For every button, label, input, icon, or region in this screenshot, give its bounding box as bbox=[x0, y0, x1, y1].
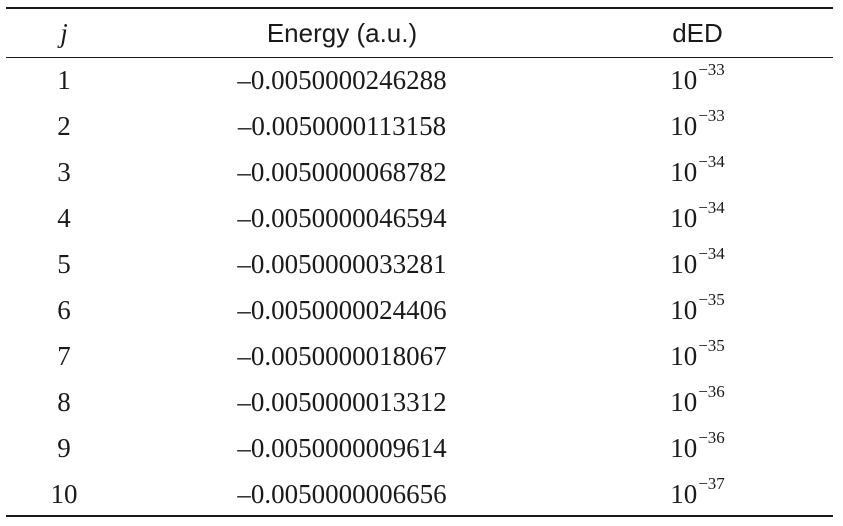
ded-exponent: −33 bbox=[698, 105, 725, 125]
table-row: 5 –0.0050000033281 10−34 bbox=[6, 241, 833, 287]
cell-j: 7 bbox=[57, 340, 71, 371]
ded-base: 10 bbox=[670, 478, 698, 509]
cell-j: 3 bbox=[57, 156, 71, 187]
ded-exponent: −34 bbox=[698, 197, 725, 217]
cell-energy: –0.0050000033281 bbox=[237, 248, 447, 279]
table-row: 10 –0.0050000006656 10−37 bbox=[6, 471, 833, 517]
ded-exponent: −37 bbox=[698, 473, 725, 493]
ded-exponent: −36 bbox=[698, 427, 725, 447]
cell-ded: 10−37 bbox=[562, 475, 833, 509]
cell-ded: 10−33 bbox=[562, 107, 833, 141]
cell-ded: 10−36 bbox=[562, 429, 833, 463]
cell-j: 9 bbox=[57, 432, 71, 463]
cell-ded: 10−33 bbox=[562, 61, 833, 95]
table-row: 4 –0.0050000046594 10−34 bbox=[6, 195, 833, 241]
ded-exponent: −34 bbox=[698, 151, 725, 171]
cell-j: 5 bbox=[57, 248, 71, 279]
cell-energy: –0.0050000013312 bbox=[237, 386, 447, 417]
table-row: 6 –0.0050000024406 10−35 bbox=[6, 287, 833, 333]
cell-j: 2 bbox=[57, 110, 71, 141]
table-header-rule bbox=[6, 57, 833, 58]
cell-ded: 10−36 bbox=[562, 383, 833, 417]
ded-base: 10 bbox=[670, 294, 698, 325]
table-row: 1 –0.0050000246288 10−33 bbox=[6, 57, 833, 103]
ded-exponent: −36 bbox=[698, 381, 725, 401]
cell-energy: –0.0050000046594 bbox=[237, 202, 447, 233]
table-row: 7 –0.0050000018067 10−35 bbox=[6, 333, 833, 379]
cell-ded: 10−34 bbox=[562, 199, 833, 233]
cell-j: 10 bbox=[50, 478, 78, 509]
table-header-row: j Energy (a.u.) dED bbox=[6, 10, 833, 56]
ded-base: 10 bbox=[670, 340, 698, 371]
ded-exponent: −35 bbox=[698, 335, 725, 355]
cell-ded: 10−34 bbox=[562, 245, 833, 279]
ded-base: 10 bbox=[670, 248, 698, 279]
cell-energy: –0.0050000024406 bbox=[237, 294, 447, 325]
ded-base: 10 bbox=[670, 432, 698, 463]
cell-j: 8 bbox=[57, 386, 71, 417]
cell-energy: –0.0050000113158 bbox=[237, 110, 447, 141]
cell-ded: 10−35 bbox=[562, 337, 833, 371]
table-row: 3 –0.0050000068782 10−34 bbox=[6, 149, 833, 195]
cell-j: 4 bbox=[57, 202, 71, 233]
ded-exponent: −33 bbox=[698, 59, 725, 79]
ded-base: 10 bbox=[670, 202, 698, 233]
cell-ded: 10−34 bbox=[562, 153, 833, 187]
table-top-rule bbox=[6, 7, 833, 9]
header-ded: dED bbox=[672, 18, 723, 48]
ded-exponent: −34 bbox=[698, 243, 725, 263]
cell-energy: –0.0050000018067 bbox=[237, 340, 447, 371]
ded-base: 10 bbox=[670, 110, 698, 141]
cell-energy: –0.0050000068782 bbox=[237, 156, 447, 187]
cell-j: 6 bbox=[57, 294, 71, 325]
cell-ded: 10−35 bbox=[562, 291, 833, 325]
cell-energy: –0.0050000246288 bbox=[237, 64, 447, 95]
ded-base: 10 bbox=[670, 64, 698, 95]
header-j: j bbox=[60, 17, 68, 48]
table-row: 2 –0.0050000113158 10−33 bbox=[6, 103, 833, 149]
table-row: 8 –0.0050000013312 10−36 bbox=[6, 379, 833, 425]
ded-base: 10 bbox=[670, 156, 698, 187]
table-bottom-rule bbox=[6, 515, 833, 517]
cell-j: 1 bbox=[57, 64, 71, 95]
cell-energy: –0.0050000009614 bbox=[237, 432, 447, 463]
ded-base: 10 bbox=[670, 386, 698, 417]
cell-energy: –0.0050000006656 bbox=[237, 478, 447, 509]
table-row: 9 –0.0050000009614 10−36 bbox=[6, 425, 833, 471]
ded-exponent: −35 bbox=[698, 289, 725, 309]
header-energy: Energy (a.u.) bbox=[266, 18, 418, 48]
